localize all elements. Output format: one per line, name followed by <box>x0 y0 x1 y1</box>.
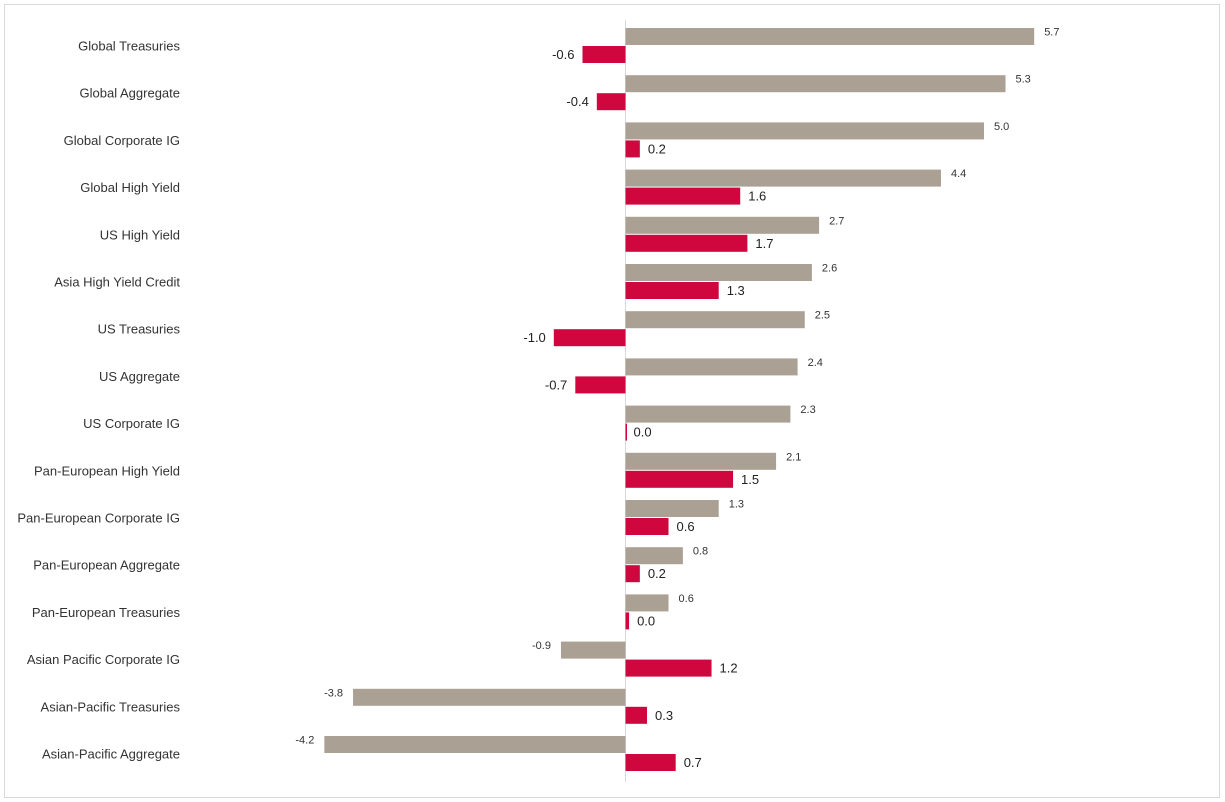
bar-series-2 <box>625 565 640 583</box>
data-label-series-1: 2.3 <box>800 404 815 416</box>
category-label: Global Corporate IG <box>64 133 180 148</box>
bar-series-1 <box>625 169 941 187</box>
bar-series-2 <box>553 329 626 347</box>
category-label: US Aggregate <box>99 369 180 384</box>
bar-series-1 <box>625 216 820 234</box>
data-label-series-1: -4.2 <box>295 735 314 747</box>
bar-series-2 <box>625 140 640 158</box>
data-label-series-1: -0.9 <box>532 640 551 652</box>
data-label-series-1: 4.4 <box>951 168 966 180</box>
category-label: Global Treasuries <box>78 39 180 54</box>
bar-series-1 <box>625 405 791 423</box>
data-label-series-2: -1.0 <box>523 330 545 345</box>
data-label-series-2: 1.6 <box>748 189 766 204</box>
data-label-series-1: 0.6 <box>679 593 694 605</box>
bar-series-1 <box>625 547 683 565</box>
chart-frame <box>4 4 1220 798</box>
data-label-series-2: 0.2 <box>648 141 666 156</box>
bar-series-2 <box>625 423 627 441</box>
data-label-series-1: 5.0 <box>994 121 1009 133</box>
category-label: Asia High Yield Credit <box>54 275 180 290</box>
category-label: Pan-European Corporate IG <box>17 511 180 526</box>
bar-series-2 <box>625 754 676 771</box>
data-label-series-2: 0.7 <box>684 755 702 770</box>
data-label-series-1: 2.6 <box>822 263 837 275</box>
category-label: Pan-European Aggregate <box>33 558 180 573</box>
data-label-series-1: 5.7 <box>1044 27 1059 39</box>
bar-series-2 <box>596 93 626 111</box>
data-label-series-2: -0.7 <box>545 377 567 392</box>
bar-series-2 <box>625 282 719 299</box>
bar-series-2 <box>625 706 648 724</box>
bar-series-1 <box>625 264 812 281</box>
data-label-series-1: 5.3 <box>1016 74 1031 86</box>
data-label-series-2: 1.7 <box>755 236 773 251</box>
bar-series-2 <box>625 234 748 252</box>
data-label-series-2: 0.2 <box>648 566 666 581</box>
data-label-series-2: -0.4 <box>566 94 588 109</box>
data-label-series-2: 1.2 <box>720 661 738 676</box>
data-label-series-1: 1.3 <box>729 499 744 511</box>
bar-series-1 <box>324 736 626 753</box>
data-label-series-2: 0.3 <box>655 708 673 723</box>
category-label: US Treasuries <box>98 322 181 337</box>
bar-series-2 <box>582 46 626 63</box>
data-label-series-2: 1.3 <box>727 283 745 298</box>
category-label: Pan-European High Yield <box>34 463 180 478</box>
category-label: Pan-European Treasuries <box>32 605 181 620</box>
data-label-series-1: 2.5 <box>815 310 830 322</box>
bar-series-1 <box>625 500 719 517</box>
data-label-series-2: -0.6 <box>552 47 574 62</box>
category-label: Global High Yield <box>80 180 180 195</box>
category-label: Asian-Pacific Treasuries <box>41 699 181 714</box>
bar-series-1 <box>625 594 669 612</box>
data-label-series-2: 0.6 <box>677 519 695 534</box>
bar-series-1 <box>625 28 1035 45</box>
bar-series-2 <box>625 612 630 630</box>
data-label-series-1: 0.8 <box>693 546 708 558</box>
bar-series-1 <box>625 122 984 140</box>
data-label-series-2: 0.0 <box>634 425 652 440</box>
data-label-series-1: 2.4 <box>808 357 823 369</box>
bar-series-2 <box>625 470 734 488</box>
data-label-series-1: 2.1 <box>786 451 801 463</box>
category-label: Global Aggregate <box>80 86 180 101</box>
category-label: US Corporate IG <box>83 416 180 431</box>
data-label-series-1: 2.7 <box>829 215 844 227</box>
bar-series-1 <box>625 358 798 376</box>
bar-series-1 <box>625 311 805 329</box>
category-label: Asian-Pacific Aggregate <box>42 747 180 762</box>
category-label: US High Yield <box>100 227 180 242</box>
data-label-series-2: 1.5 <box>741 472 759 487</box>
bar-series-1 <box>353 688 626 706</box>
bar-series-2 <box>625 659 712 677</box>
bar-series-2 <box>625 518 669 535</box>
bar-series-1 <box>625 452 777 470</box>
bar-series-1 <box>560 641 626 659</box>
bar-series-2 <box>575 376 626 394</box>
data-label-series-1: -3.8 <box>324 687 343 699</box>
category-label: Asian Pacific Corporate IG <box>27 652 180 667</box>
bar-series-2 <box>625 187 741 205</box>
bar-series-1 <box>625 75 1006 93</box>
data-label-series-2: 0.0 <box>637 613 655 628</box>
